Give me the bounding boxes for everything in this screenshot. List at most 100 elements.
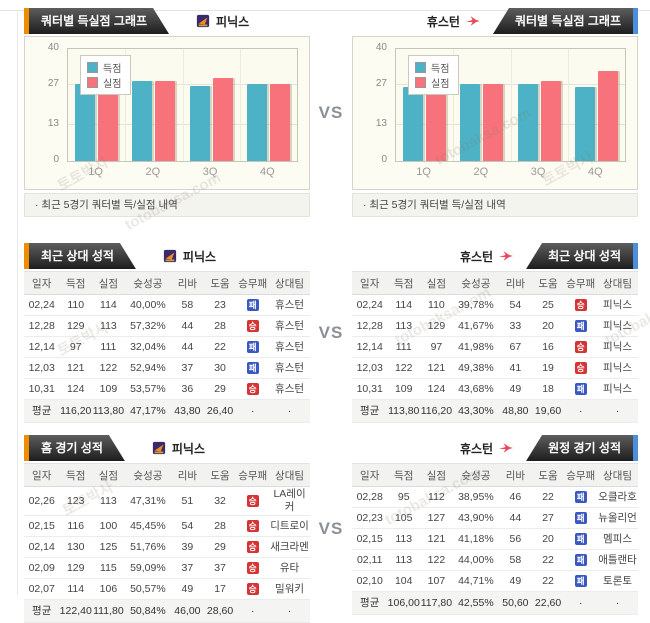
table-cell: 패 bbox=[236, 336, 270, 358]
column-header: 득점 bbox=[387, 271, 421, 295]
table-cell: 113 bbox=[92, 315, 125, 337]
table-cell: 패 bbox=[564, 315, 598, 337]
table-cell: 113,80 bbox=[387, 399, 421, 423]
table-cell: 피닉스 bbox=[597, 357, 638, 379]
y-tick-label: 0 bbox=[381, 154, 387, 165]
bar-group-4Q bbox=[574, 70, 618, 161]
table-cell: 50,57% bbox=[124, 578, 172, 600]
legend-label: 실점 bbox=[103, 79, 122, 90]
table-row: 02,23 105 127 43,90% 44 27 패 뉴올리언 bbox=[352, 507, 638, 529]
table-cell: 뉴올리언 bbox=[597, 507, 638, 529]
team-name: 휴스턴 bbox=[459, 441, 494, 456]
team-label-phoenix: 피닉스 bbox=[151, 435, 205, 461]
table-cell: 02,26 bbox=[24, 486, 60, 516]
loss-badge: 패 bbox=[246, 340, 259, 353]
table-cell: 59,09% bbox=[124, 557, 172, 579]
table-average-row: 평균 122,40 111,80 50,84% 46,00 28,60 · · bbox=[24, 599, 310, 623]
houston-away-table: 일자 득점 실점 슛성공 리바 도움 승무패 상대팀 02,28 95 112 38,95% 46 22 패… bbox=[352, 463, 638, 615]
table-cell: 26,40 bbox=[203, 399, 237, 423]
table-cell: 승 bbox=[236, 578, 270, 600]
chart-legend: 득점 실점 bbox=[80, 55, 132, 95]
table-cell: 46 bbox=[499, 486, 532, 508]
bar-group-2Q bbox=[460, 84, 504, 161]
table-cell: 22 bbox=[203, 336, 237, 358]
table-cell: 패 bbox=[236, 294, 270, 316]
table-cell: 22,60 bbox=[531, 591, 565, 615]
vs-label: VS bbox=[318, 102, 344, 122]
table-cell: 116,20 bbox=[59, 399, 93, 423]
column-header: 도움 bbox=[203, 271, 237, 295]
table-cell: 110 bbox=[420, 294, 453, 316]
phoenix-h2h-table: 일자 득점 실점 슛성공 리바 도움 승무패 상대팀 02,24 110 114 40,00% 58 23… bbox=[24, 271, 310, 423]
table-cell: 패 bbox=[564, 378, 598, 400]
table-cell: 19 bbox=[531, 357, 565, 379]
orange-accent-bar bbox=[24, 8, 29, 34]
bars-container bbox=[68, 49, 297, 161]
table-cell: 52,94% bbox=[124, 357, 172, 379]
bar-group-3Q bbox=[517, 81, 561, 161]
table-cell: 02,07 bbox=[24, 578, 60, 600]
column-header: 슛성공 bbox=[452, 271, 500, 295]
table-cell: 12,03 bbox=[24, 357, 60, 379]
table-cell: 130 bbox=[59, 536, 93, 558]
table-row: 10,31 124 109 53,57% 36 29 승 휴스턴 bbox=[24, 378, 310, 400]
table-cell: 휴스턴 bbox=[269, 294, 310, 316]
bar-scored bbox=[189, 85, 210, 161]
table-cell: 109 bbox=[92, 378, 125, 400]
chart-note: · 최근 5경기 쿼터별 득/실점 내역 bbox=[352, 193, 638, 217]
tab-h2h-right[interactable]: 최근 상대 성적 bbox=[526, 243, 633, 269]
panel-header: 최근 상대 성적 피닉스 bbox=[24, 243, 310, 269]
table-row: 02,15 113 121 41,18% 56 20 패 멤피스 bbox=[352, 528, 638, 550]
column-header: 승무패 bbox=[564, 463, 598, 487]
tab-quarter-graph-left[interactable]: 쿼터별 득실점 그래프 bbox=[29, 8, 169, 34]
tab-away-record[interactable]: 원정 경기 성적 bbox=[526, 435, 633, 461]
x-tick-label: 4Q bbox=[260, 166, 275, 178]
column-header: 승무패 bbox=[564, 271, 598, 295]
tab-home-record[interactable]: 홈 경기 성적 bbox=[29, 435, 125, 461]
win-badge: 승 bbox=[246, 494, 259, 507]
x-tick-label: 4Q bbox=[588, 166, 603, 178]
table-cell: 16 bbox=[531, 336, 565, 358]
table-cell: 02,09 bbox=[24, 557, 60, 579]
table-cell: 114 bbox=[59, 578, 93, 600]
tab-quarter-graph-right[interactable]: 쿼터별 득실점 그래프 bbox=[492, 8, 633, 34]
table-cell: 22 bbox=[531, 549, 565, 571]
table-cell: 32 bbox=[203, 486, 237, 516]
table-cell: 승 bbox=[236, 486, 270, 516]
panel-header: 휴스턴 원정 경기 성적 bbox=[352, 435, 638, 461]
chart-plot-area: 득점 실점 bbox=[67, 48, 298, 162]
panel-header: 쿼터별 득실점 그래프 피닉스 bbox=[24, 8, 310, 34]
table-cell: 12,28 bbox=[352, 315, 388, 337]
chart-x-axis: 1Q 2Q 3Q 4Q bbox=[67, 166, 296, 178]
table-cell: 122 bbox=[92, 357, 125, 379]
y-tick-label: 40 bbox=[47, 42, 59, 53]
table-cell: 117,80 bbox=[420, 591, 453, 615]
bar-allowed bbox=[426, 75, 447, 161]
table-cell: 10,31 bbox=[24, 378, 60, 400]
table-cell: 22 bbox=[531, 486, 565, 508]
houston-h2h-panel: 휴스턴 최근 상대 성적 일자 득점 실점 슛성공 리바 도움 승무패 상대팀 02,24 114… bbox=[352, 243, 638, 423]
table-cell: 승 bbox=[236, 515, 270, 537]
table-cell: 113 bbox=[387, 315, 421, 337]
table-cell: 패 bbox=[236, 357, 270, 379]
win-badge: 승 bbox=[246, 540, 259, 553]
table-header-row: 일자 득점 실점 슛성공 리바 도움 승무패 상대팀 bbox=[352, 463, 638, 487]
table-cell: 02,14 bbox=[24, 536, 60, 558]
table-cell: 밀워키 bbox=[269, 578, 310, 600]
table-cell: 37 bbox=[203, 557, 237, 579]
table-cell: 37 bbox=[171, 357, 204, 379]
tab-h2h-left[interactable]: 최근 상대 성적 bbox=[29, 243, 136, 269]
table-cell: 37 bbox=[171, 557, 204, 579]
team-label-houston: 휴스턴 bbox=[460, 243, 514, 269]
table-cell: 디트로이 bbox=[269, 515, 310, 537]
table-cell: 129 bbox=[420, 315, 453, 337]
column-header: 일자 bbox=[352, 463, 388, 487]
column-header: 상대팀 bbox=[597, 463, 638, 487]
table-cell: 02,11 bbox=[352, 549, 388, 571]
table-cell: 28 bbox=[203, 315, 237, 337]
table-cell: 45,45% bbox=[124, 515, 172, 537]
table-cell: 패 bbox=[564, 549, 598, 571]
table-cell: 승 bbox=[236, 536, 270, 558]
table-cell: 승 bbox=[564, 357, 598, 379]
table-cell: 패 bbox=[564, 570, 598, 592]
